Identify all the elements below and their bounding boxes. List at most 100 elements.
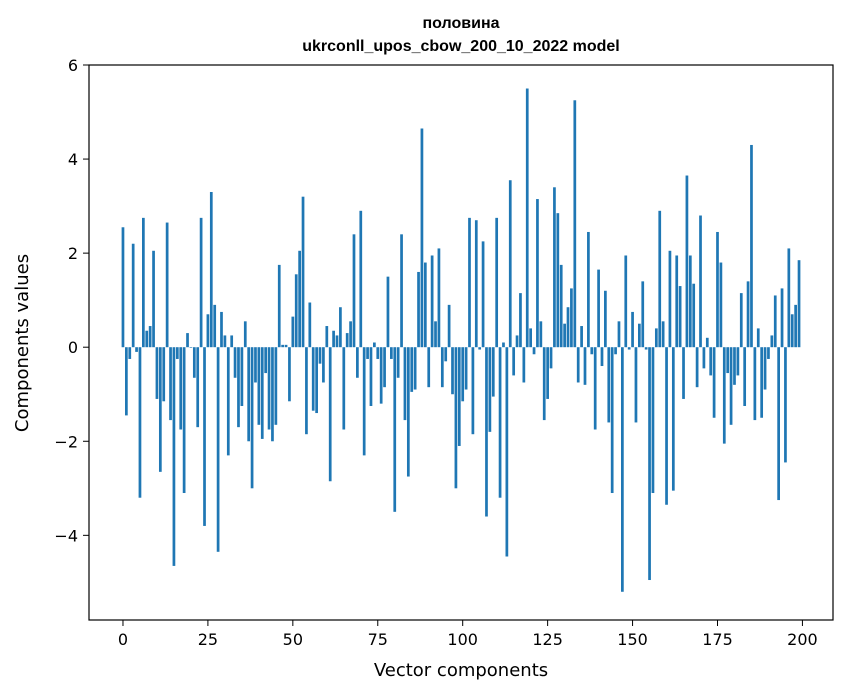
bar [733, 347, 736, 385]
bar [468, 217, 471, 348]
bar [294, 274, 298, 348]
bar [709, 347, 713, 376]
y-tick-label: 4 [68, 150, 78, 169]
bar [192, 347, 196, 378]
bar [743, 347, 747, 406]
bar [247, 347, 251, 442]
bar [590, 347, 594, 355]
bar [406, 347, 410, 477]
bar [451, 347, 454, 395]
bar [277, 264, 281, 348]
bar [284, 344, 288, 348]
bar [403, 347, 407, 421]
bar [373, 342, 376, 348]
bar [675, 255, 679, 348]
bar [638, 323, 641, 348]
bar [447, 304, 451, 348]
bar [400, 234, 403, 348]
bar [777, 347, 780, 501]
bar [213, 304, 217, 348]
bar [746, 281, 750, 348]
bars-group [121, 88, 801, 592]
bar [671, 347, 675, 491]
bar [162, 347, 166, 402]
bar [539, 321, 543, 348]
bar [688, 255, 692, 348]
bar [203, 347, 206, 526]
bar [138, 347, 142, 498]
bar [366, 347, 369, 359]
bar [699, 215, 702, 348]
plot-frame [88, 64, 834, 621]
bar [481, 241, 485, 348]
bar [237, 347, 240, 428]
bar [362, 347, 366, 456]
bar [410, 347, 414, 392]
bar [542, 347, 546, 421]
chart-title-line1: половина [423, 15, 500, 32]
bar [226, 347, 230, 456]
bar [457, 347, 461, 446]
bar [335, 335, 339, 348]
chart-title-line2: ukrconll_upos_cbow_200_10_2022 model [302, 38, 619, 55]
bar [580, 326, 583, 348]
bar [308, 302, 312, 348]
x-tick-label: 200 [787, 630, 818, 649]
bar [423, 262, 427, 348]
bar [773, 295, 777, 348]
bar [461, 347, 465, 402]
bar [587, 231, 590, 348]
bar [597, 269, 600, 348]
bar [345, 333, 349, 348]
y-tick-label: −4 [54, 526, 78, 545]
bar [206, 314, 210, 348]
bar [379, 347, 383, 404]
bar [522, 347, 526, 383]
bar [298, 250, 301, 348]
bar [508, 180, 512, 348]
bar [750, 144, 753, 348]
bar [142, 217, 145, 348]
bar [440, 347, 444, 388]
bar [145, 330, 149, 348]
bar [665, 347, 668, 505]
bar [739, 293, 743, 348]
bar [332, 330, 335, 348]
bar [121, 227, 125, 348]
bar [553, 187, 556, 348]
bar [519, 293, 522, 348]
bar [322, 347, 325, 383]
x-tick-label: 25 [198, 630, 218, 649]
bar [583, 347, 587, 385]
bar [685, 175, 689, 348]
bar [600, 347, 604, 367]
y-axis-label: Components values [12, 254, 33, 432]
bar [209, 191, 213, 348]
bar [760, 347, 764, 418]
bar [165, 222, 169, 348]
bar [712, 347, 716, 418]
x-tick-label: 175 [702, 630, 733, 649]
bar [797, 260, 801, 348]
bar [182, 347, 186, 494]
bar [695, 347, 699, 388]
bar [179, 347, 183, 430]
bar [413, 347, 417, 390]
bar [352, 234, 356, 348]
bar [536, 199, 539, 348]
bar [223, 335, 227, 348]
bar [485, 347, 488, 517]
bar [189, 347, 193, 348]
bar [532, 347, 536, 355]
bar [390, 347, 393, 359]
bar [420, 128, 424, 348]
bar [471, 347, 475, 435]
bar [281, 344, 284, 348]
bar [784, 347, 787, 463]
bar [505, 347, 509, 557]
x-tick-label: 0 [118, 630, 128, 649]
bar [474, 220, 478, 348]
bar [250, 347, 254, 489]
bar [291, 316, 295, 348]
bar [566, 307, 570, 348]
